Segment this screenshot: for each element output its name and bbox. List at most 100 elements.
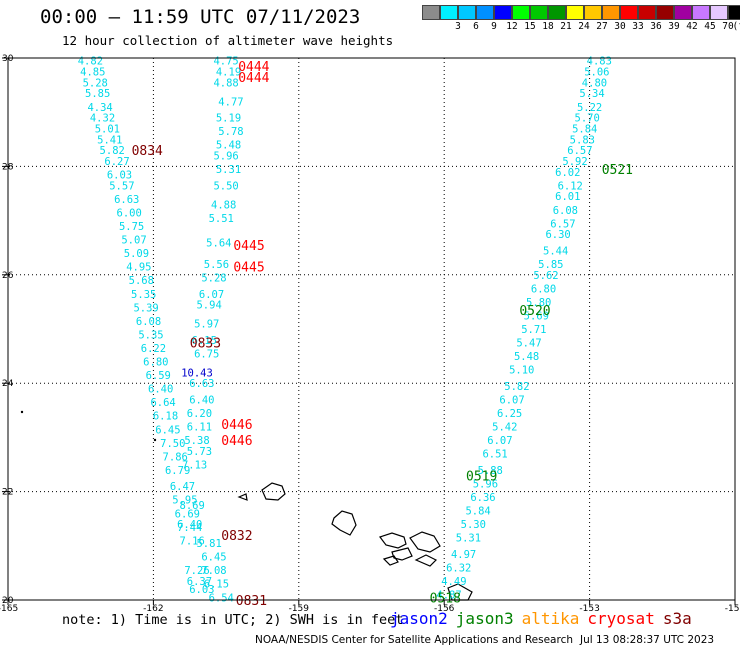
swh-point-label: 5.48 [216, 140, 241, 152]
swh-point-label: 5.71 [521, 324, 546, 336]
island-outline [261, 482, 286, 501]
swh-point-label: 7.86 [163, 451, 188, 463]
swh-point-label: 6.80 [143, 357, 168, 369]
legend-label: 42 [686, 21, 698, 32]
swh-point-label: 7.13 [182, 460, 207, 472]
swh-point-label: 5.41 [97, 134, 122, 146]
pass-time-label: 0445 [233, 261, 264, 276]
island-outline [391, 547, 413, 561]
swh-point-label: 4.88 [211, 199, 236, 211]
swh-point-label: 5.68 [129, 275, 154, 287]
swh-point-label: 5.48 [514, 351, 539, 363]
swh-point-label: 4.19 [216, 67, 241, 79]
legend-label: 36 [650, 21, 662, 32]
swh-point-label: 6.02 [555, 167, 580, 179]
swh-point-label: 5.01 [95, 123, 120, 135]
generated-timestamp: Jul 13 08:28:37 UTC 2023 [580, 634, 715, 646]
island-outline [382, 555, 399, 566]
legend-label: 70 [722, 21, 734, 32]
swh-point-label: 5.50 [213, 180, 238, 192]
island-outline [237, 493, 248, 501]
swh-point-label: 7.50 [160, 438, 185, 450]
island-outline [379, 532, 407, 549]
swh-point-label: 5.35 [138, 329, 163, 341]
pass-time-label: 0834 [132, 144, 163, 159]
mission-label: jason3 [455, 609, 514, 628]
swh-point-label: 5.34 [579, 88, 604, 100]
pass-time-label: 0831 [236, 594, 267, 609]
plot-frame [7, 57, 736, 601]
swh-point-label: 8.69 [180, 500, 205, 512]
swh-point-label: 6.64 [150, 397, 175, 409]
color-scale-legend [422, 5, 740, 20]
legend-swatch [422, 5, 440, 20]
swh-point-label: 5.10 [509, 365, 534, 377]
swh-point-label: 5.97 [194, 319, 219, 331]
island-outline [331, 510, 357, 536]
x-tick-label: -153 [579, 604, 599, 614]
swh-point-label: 5.19 [216, 113, 241, 125]
legend-label: 12 [506, 21, 518, 32]
swh-point-label: 4.88 [213, 77, 238, 89]
swh-point-label: 6.63 [189, 378, 214, 390]
island-outline [447, 583, 473, 601]
swh-point-label: 5.06 [584, 67, 609, 79]
swh-point-label: 5.70 [575, 113, 600, 125]
swh-point-label: 6.69 [175, 508, 200, 520]
swh-point-label: 6.36 [470, 492, 495, 504]
swh-point-label: 6.03 [189, 584, 214, 596]
swh-point-label: 4.80 [582, 77, 607, 89]
pass-time-label: 0832 [221, 529, 252, 544]
swh-point-label: 6.22 [141, 343, 166, 355]
swh-point-label: 5.35 [131, 289, 156, 301]
swh-point-label: 5.31 [456, 533, 481, 545]
x-tick-label: -156 [434, 604, 455, 614]
legend-swatch [494, 5, 512, 20]
swh-point-label: 6.15 [192, 335, 217, 347]
swh-point-label: 5.42 [492, 422, 517, 434]
legend-label: 6 [473, 21, 479, 32]
pass-time-label: 0519 [466, 469, 497, 484]
swh-point-label: 6.27 [104, 156, 129, 168]
legend-swatch [674, 5, 692, 20]
swh-point-label: 4.49 [441, 576, 466, 588]
swh-point-label: 5.80 [526, 297, 551, 309]
legend-swatch [476, 5, 494, 20]
swh-point-label: 6.32 [446, 562, 471, 574]
swh-point-label: 4.34 [87, 102, 112, 114]
swh-point-label: 6.40 [148, 384, 173, 396]
swh-point-label: 5.81 [196, 538, 221, 550]
swh-point-label: 6.40 [177, 519, 202, 531]
swh-point-label: 6.01 [555, 191, 580, 203]
swh-point-label: 6.25 [497, 408, 522, 420]
pass-time-label: 0446 [221, 418, 252, 433]
legend-label: 24 [578, 21, 590, 32]
swh-point-label: 6.03 [107, 170, 132, 182]
mission-label: jason2 [390, 609, 448, 628]
mission-legend: jason2 jason3 altika cryosat s3a [390, 609, 700, 628]
legend-swatch [710, 5, 728, 20]
swh-point-label: 5.84 [465, 506, 490, 518]
swh-point-label: 6.51 [482, 449, 507, 461]
mission-label: cryosat [587, 609, 655, 628]
islet-dot [20, 410, 24, 414]
coastlines [20, 410, 473, 601]
swh-point-label: 5.62 [533, 270, 558, 282]
swh-point-label: 6.75 [194, 348, 219, 360]
swh-point-label: 5.85 [85, 88, 110, 100]
swh-point-label: 5.82 [504, 381, 529, 393]
swh-point-label: 6.30 [545, 229, 570, 241]
legend-swatch [620, 5, 638, 20]
mission-label: s3a [662, 609, 692, 628]
swh-point-label: 5.84 [572, 123, 597, 135]
swh-point-label: 5.69 [524, 310, 549, 322]
legend-swatch [584, 5, 602, 20]
chart-title: 00:00 – 11:59 UTC 07/11/2023 [40, 6, 361, 28]
swh-point-label: 6.07 [499, 394, 524, 406]
legend-label: 15 [524, 21, 536, 32]
swh-point-label: 4.75 [213, 56, 238, 68]
swh-point-label: 5.96 [213, 151, 238, 163]
